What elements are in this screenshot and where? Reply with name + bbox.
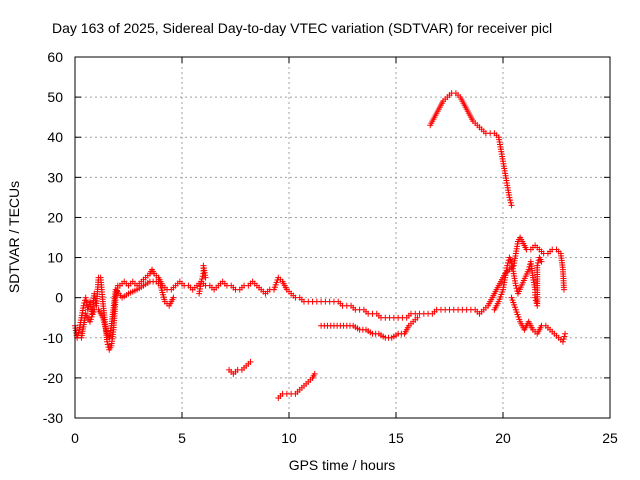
x-tick-label: 20: [495, 430, 511, 446]
y-tick-label: 50: [47, 89, 63, 105]
data-point: [512, 282, 519, 289]
data-point: [80, 302, 87, 309]
series-track-spike-6: [196, 262, 209, 297]
data-point: [560, 286, 567, 293]
plot-frame: [74, 56, 611, 419]
y-tick-label: 20: [47, 209, 63, 225]
data-point: [75, 329, 82, 336]
data-point: [198, 275, 205, 282]
series-track-main: [72, 234, 567, 353]
data-point: [562, 330, 569, 337]
grid-lines: [74, 56, 611, 419]
data-point: [525, 266, 532, 273]
data-point: [538, 258, 545, 265]
series-track-late-cluster: [491, 254, 545, 313]
data-point: [507, 199, 514, 206]
data-point: [513, 285, 520, 292]
y-tick-label: -30: [43, 410, 63, 426]
data-point: [507, 197, 514, 204]
data-point: [506, 194, 513, 201]
series-track-dip-8: [226, 358, 254, 377]
x-tick-label: 0: [71, 430, 79, 446]
x-tick-label: 25: [602, 430, 618, 446]
data-point: [508, 202, 515, 209]
data-point: [104, 341, 111, 348]
chart-title: Day 163 of 2025, Sidereal Day-to-day VTE…: [52, 20, 552, 36]
series-track-late-descent: [508, 294, 569, 345]
x-tick-labels: 0 5 10 15 20 25: [71, 430, 618, 446]
x-axis-title: GPS time / hours: [289, 457, 396, 473]
data-point: [534, 262, 541, 269]
data-point: [202, 274, 209, 281]
data-point: [560, 336, 567, 343]
data-point: [534, 259, 541, 266]
data-point: [104, 338, 111, 345]
data-point: [504, 262, 511, 269]
y-axis-title: SDTVAR / TECUs: [6, 181, 22, 293]
data-point: [198, 278, 205, 285]
y-tick-label: -20: [43, 370, 63, 386]
data-point: [311, 370, 318, 377]
data-point: [559, 338, 566, 345]
data-point: [170, 294, 177, 301]
y-tick-label: 40: [47, 129, 63, 145]
series-track-lower-mid: [318, 314, 421, 341]
data-point: [532, 297, 539, 304]
data-point: [414, 314, 421, 321]
y-tick-label: 60: [47, 49, 63, 65]
x-tick-label: 5: [178, 430, 186, 446]
y-tick-label: 0: [55, 290, 63, 306]
y-tick-label: 10: [47, 250, 63, 266]
y-tick-label: -10: [43, 330, 63, 346]
data-marks: [72, 90, 569, 401]
series-track-dip-10: [275, 370, 318, 401]
data-point: [504, 259, 511, 266]
data-point: [561, 333, 568, 340]
series-track-high-arc: [427, 90, 515, 209]
x-tick-label: 10: [281, 430, 297, 446]
data-point: [247, 358, 254, 365]
y-tick-labels: -30 -20 -10 0 10 20 30 40 50 60: [43, 49, 63, 426]
y-tick-label: 30: [47, 169, 63, 185]
x-tick-label: 15: [388, 430, 404, 446]
series-track-early-extra: [78, 278, 177, 341]
